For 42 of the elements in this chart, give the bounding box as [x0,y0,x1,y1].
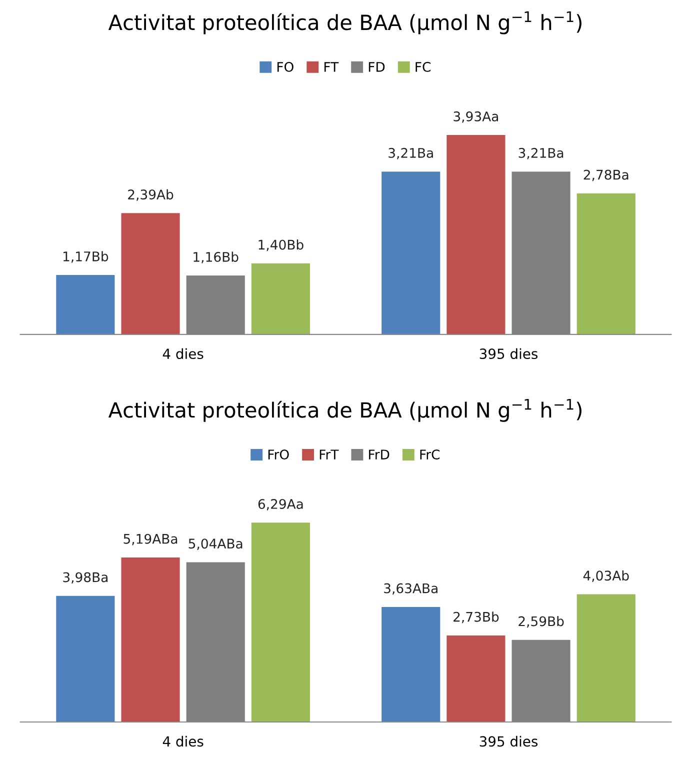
x-tick-label: 4 dies [162,348,204,360]
data-label: 4,03Ab [583,570,629,582]
legend-label: FrT [320,450,339,460]
legend-label: FT [324,62,339,72]
chart-title: Activitat proteolítica de BAA (μmol N g$^{−1}$ h$^{−1}$) [108,398,582,422]
data-label: 1,40Bb [258,240,304,252]
data-label: 2,78Ba [584,170,628,182]
legend-label: FD [368,62,385,72]
data-label: 1,17Bb [63,251,108,263]
bar [382,606,440,722]
legend-label: FrC [420,450,440,460]
bar [446,635,506,722]
data-label: 5,04ABa [188,538,242,550]
bar [382,172,440,334]
bar [576,193,636,334]
data-label: 3,63ABa [384,583,438,595]
bar [56,596,115,722]
data-label: 2,59Bb [518,616,564,628]
chart-title: Activitat proteolítica de BAA (μmol N g$^{−1}$ h$^{−1}$) [108,11,582,34]
bar [121,558,180,722]
x-tick-label: 4 dies [162,736,204,747]
bar [446,135,506,334]
legend-label: FrO [268,450,289,460]
data-label: 1,16Bb [194,252,238,264]
bar [251,522,310,722]
data-label: 3,21Ba [518,148,564,160]
data-label: 6,29Aa [258,499,303,510]
legend-label: FC [416,62,430,72]
x-tick-label: 395 dies [480,348,538,360]
legend-label: FrD [369,450,390,460]
data-label: 3,93Aa [454,111,498,123]
legend-label: FO [277,62,294,72]
data-label: 3,98Ba [63,572,108,584]
bar [576,594,636,722]
bar [56,275,115,334]
x-tick-label: 395 dies [480,736,538,747]
data-label: 5,19ABa [124,534,178,546]
data-label: 2,73Bb [454,612,499,624]
data-label: 3,21Ba [388,148,433,160]
bar [121,213,180,334]
bar [251,263,310,334]
data-label: 2,39Ab [128,189,174,201]
